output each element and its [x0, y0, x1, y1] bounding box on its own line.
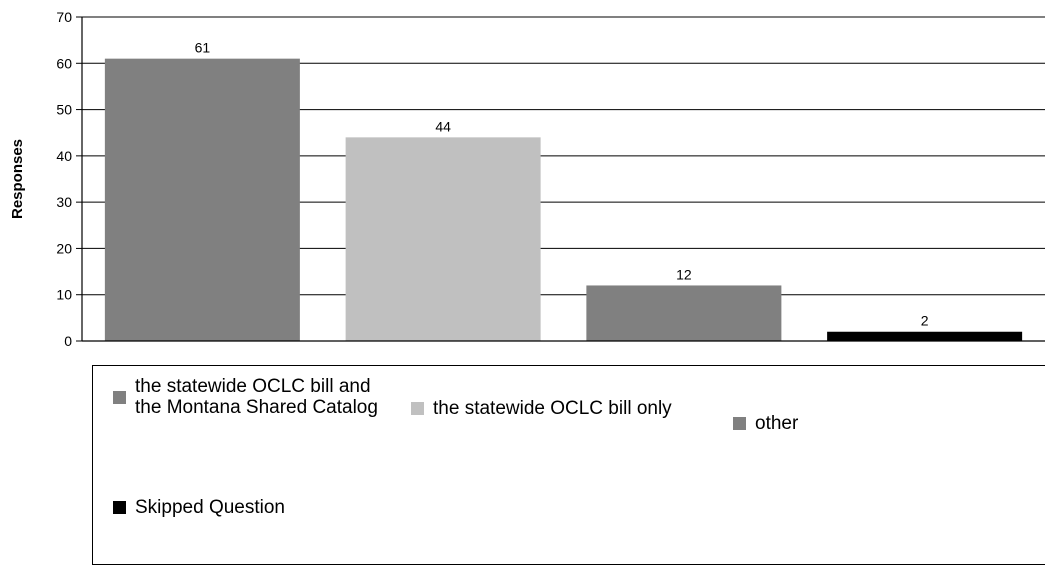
- legend-swatch: [113, 390, 126, 404]
- y-tick-label: 70: [56, 9, 72, 25]
- bar: [104, 58, 300, 342]
- y-tick-label: 40: [56, 148, 72, 164]
- legend-label: the statewide OCLC bill and the Montana …: [135, 376, 378, 418]
- legend-label: Skipped Question: [135, 497, 285, 518]
- data-label: 12: [676, 266, 692, 282]
- bar: [586, 285, 782, 341]
- y-axis-label: Responses: [9, 139, 26, 219]
- legend-label: other: [755, 413, 799, 434]
- legend-swatch: [113, 501, 126, 514]
- data-label: 44: [435, 118, 451, 134]
- legend-swatch: [411, 402, 424, 415]
- legend-item-statewide-oclc-and-shared-catalog: the statewide OCLC bill and the Montana …: [113, 376, 393, 418]
- data-label: 2: [921, 313, 929, 329]
- bar: [827, 331, 1023, 341]
- legend-item-other: other: [733, 413, 798, 434]
- legend-item-statewide-oclc-only: the statewide OCLC bill only: [411, 398, 681, 419]
- y-tick-label: 10: [56, 287, 72, 303]
- y-tick-label: 0: [64, 333, 72, 349]
- legend-swatch: [733, 417, 746, 430]
- y-tick-label: 30: [56, 194, 72, 210]
- y-tick-label: 60: [56, 55, 72, 71]
- legend-label: the statewide OCLC bill only: [433, 398, 672, 419]
- data-label: 61: [195, 40, 211, 56]
- y-tick-label: 20: [56, 240, 72, 256]
- bar: [345, 137, 541, 341]
- legend: the statewide OCLC bill and the Montana …: [92, 365, 1045, 565]
- y-tick-label: 50: [56, 102, 72, 118]
- legend-item-skipped-question: Skipped Question: [113, 497, 285, 518]
- bar-chart: 0 10 20 30 40 50 60 70 61 44 12 2 Responses: [9, 9, 1045, 349]
